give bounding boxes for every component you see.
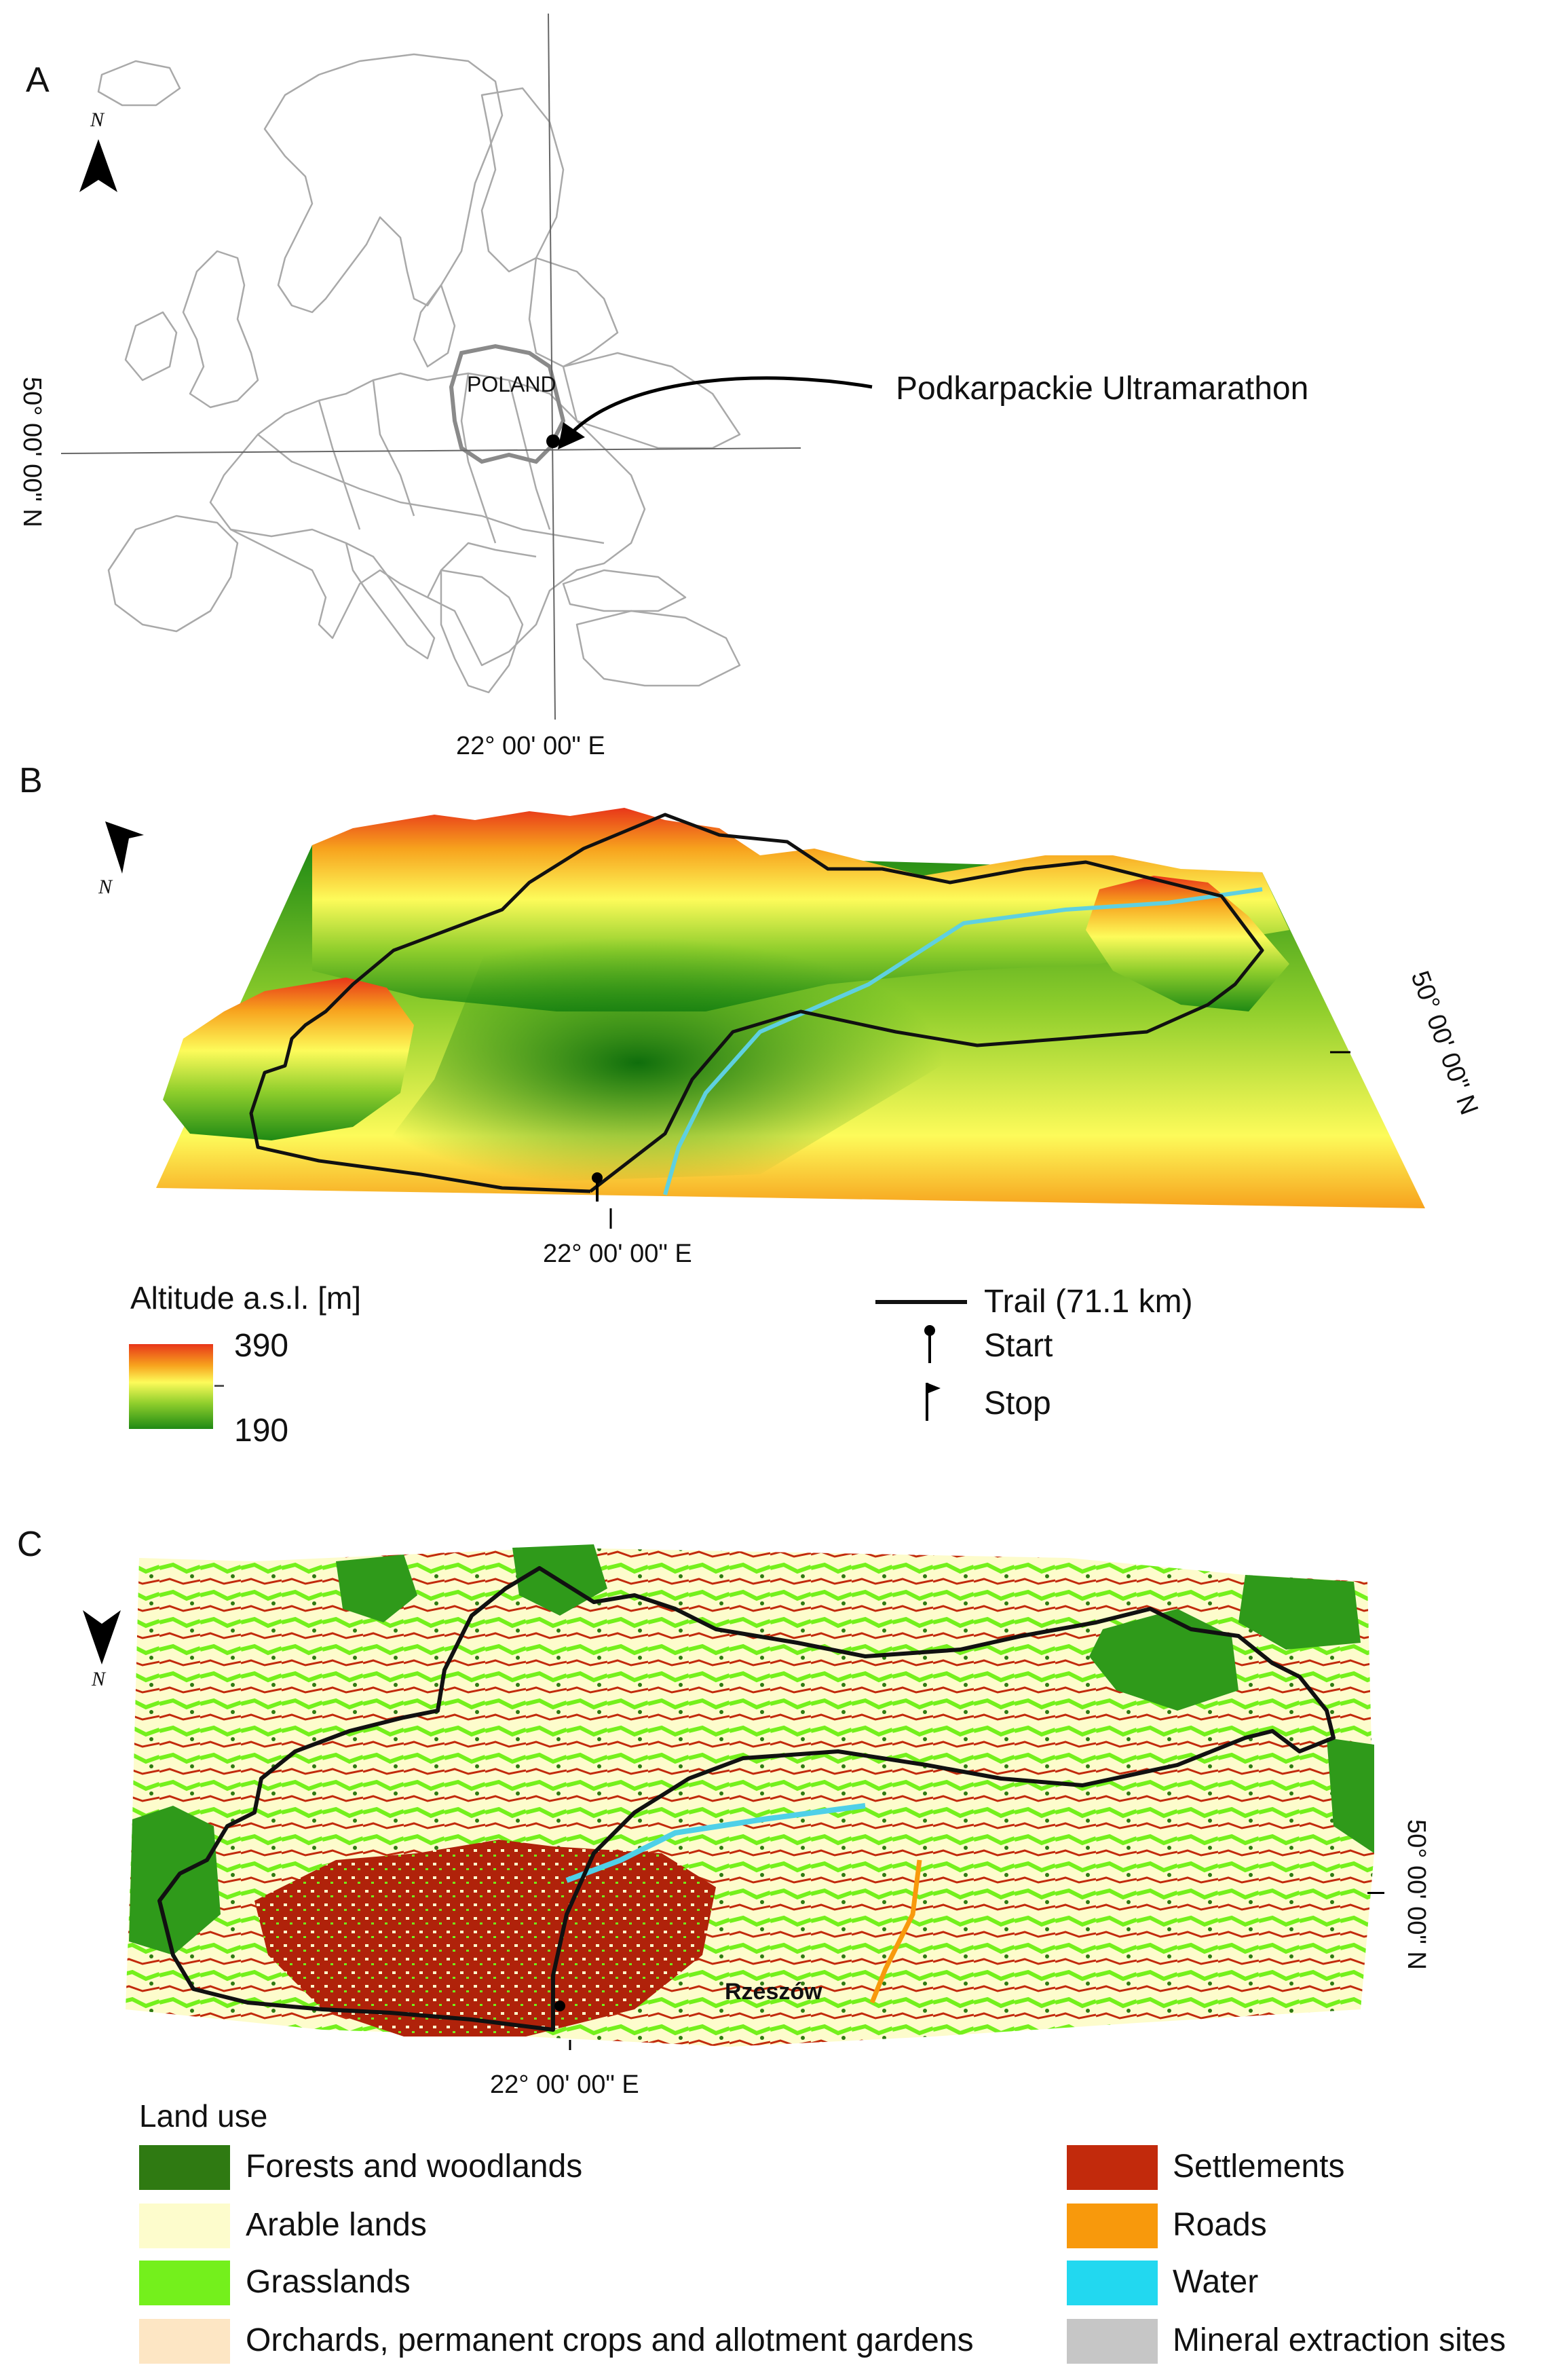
ramp-tick [214,1385,224,1387]
north-label-a: N [90,109,105,131]
legend-arable: Arable lands [246,2207,427,2243]
panel-a-letter: A [26,60,50,100]
altitude-ramp [129,1344,213,1429]
legend-mineral: Mineral extraction sites [1173,2322,1506,2358]
legend-grasslands: Grasslands [246,2264,411,2300]
lon-label-b: 22° 00' 00" E [543,1240,692,1268]
legend-roads: Roads [1173,2207,1267,2243]
lon-label-c: 22° 00' 00" E [490,2070,639,2099]
stop-legend-label: Stop [984,1386,1051,1421]
callout-arrow [558,376,873,449]
lat-label-c: 50° 00' 00" N [1402,1819,1431,1970]
north-arrow-icon [105,821,144,874]
panel-c-letter: C [17,1525,43,1564]
start-legend-label: Start [984,1328,1053,1364]
swatch-arable [139,2204,230,2248]
altitude-max: 390 [234,1328,289,1364]
swatch-mineral [1067,2319,1158,2364]
altitude-min: 190 [234,1413,289,1449]
swatch-roads [1067,2204,1158,2248]
swatch-orchards [139,2319,230,2364]
trail-line-swatch [875,1300,967,1304]
north-arrow-icon [83,1610,121,1665]
lat-label-a: 50° 00' 00" N [18,377,46,527]
altitude-legend-title: Altitude a.s.l. [m] [130,1280,362,1316]
swatch-settlements [1067,2145,1158,2190]
europe-map [61,14,801,720]
land-use-title: Land use [139,2098,268,2134]
north-label-b: N [98,876,113,898]
start-pin-icon [924,1325,935,1363]
panel-b-letter: B [19,761,43,800]
poland-label: POLAND [467,372,556,396]
swatch-grasslands [139,2261,230,2305]
legend-settlements: Settlements [1173,2149,1345,2184]
trail-legend-label: Trail (71.1 km) [984,1284,1193,1320]
swatch-forests [139,2145,230,2190]
legend-water: Water [1173,2264,1259,2300]
legend-orchards: Orchards, permanent crops and allotment … [246,2322,974,2358]
north-arrow-icon [79,139,117,192]
stop-flag-icon [926,1383,941,1421]
legend-forests: Forests and woodlands [246,2149,583,2184]
callout-text: Podkarpackie Ultramarathon [896,371,1309,407]
lon-label-a: 22° 00' 00" E [456,732,605,760]
city-label: Rzeszów [725,1979,822,2005]
lat-tick-c [1367,1892,1384,1894]
elevation-model [156,808,1425,1229]
swatch-water [1067,2261,1158,2305]
north-label-c: N [92,1668,106,1690]
land-use-map [126,1544,1374,2050]
